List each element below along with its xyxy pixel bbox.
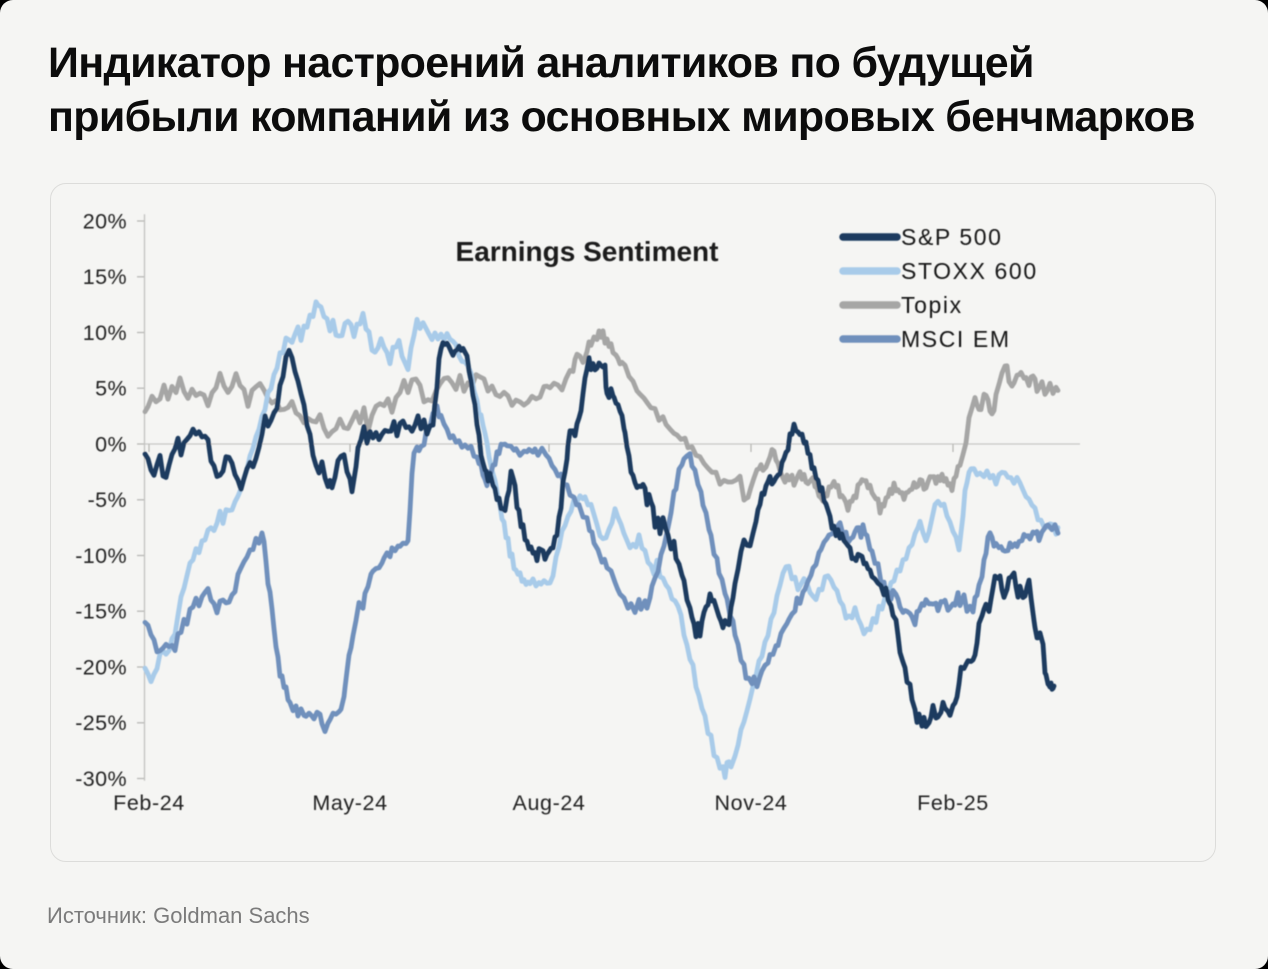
svg-text:10%: 10% (83, 321, 127, 345)
svg-text:Topix: Topix (901, 292, 963, 318)
svg-text:-10%: -10% (75, 544, 127, 568)
svg-text:20%: 20% (83, 209, 127, 233)
svg-text:Aug-24: Aug-24 (513, 791, 586, 815)
svg-text:MSCI EM: MSCI EM (901, 326, 1011, 352)
svg-text:May-24: May-24 (312, 791, 387, 815)
svg-text:S&P 500: S&P 500 (901, 224, 1003, 250)
svg-text:Nov-24: Nov-24 (715, 791, 788, 815)
svg-text:-25%: -25% (75, 711, 127, 735)
svg-text:STOXX 600: STOXX 600 (901, 258, 1038, 284)
svg-text:-15%: -15% (75, 600, 127, 624)
svg-text:-30%: -30% (75, 767, 127, 791)
svg-text:-20%: -20% (75, 655, 127, 679)
svg-text:15%: 15% (83, 265, 127, 289)
svg-text:Feb-24: Feb-24 (113, 791, 185, 815)
svg-text:0%: 0% (95, 432, 127, 456)
svg-text:-5%: -5% (88, 488, 127, 512)
svg-text:Feb-25: Feb-25 (917, 791, 989, 815)
svg-text:Earnings Sentiment: Earnings Sentiment (456, 236, 719, 267)
svg-text:5%: 5% (95, 377, 127, 401)
